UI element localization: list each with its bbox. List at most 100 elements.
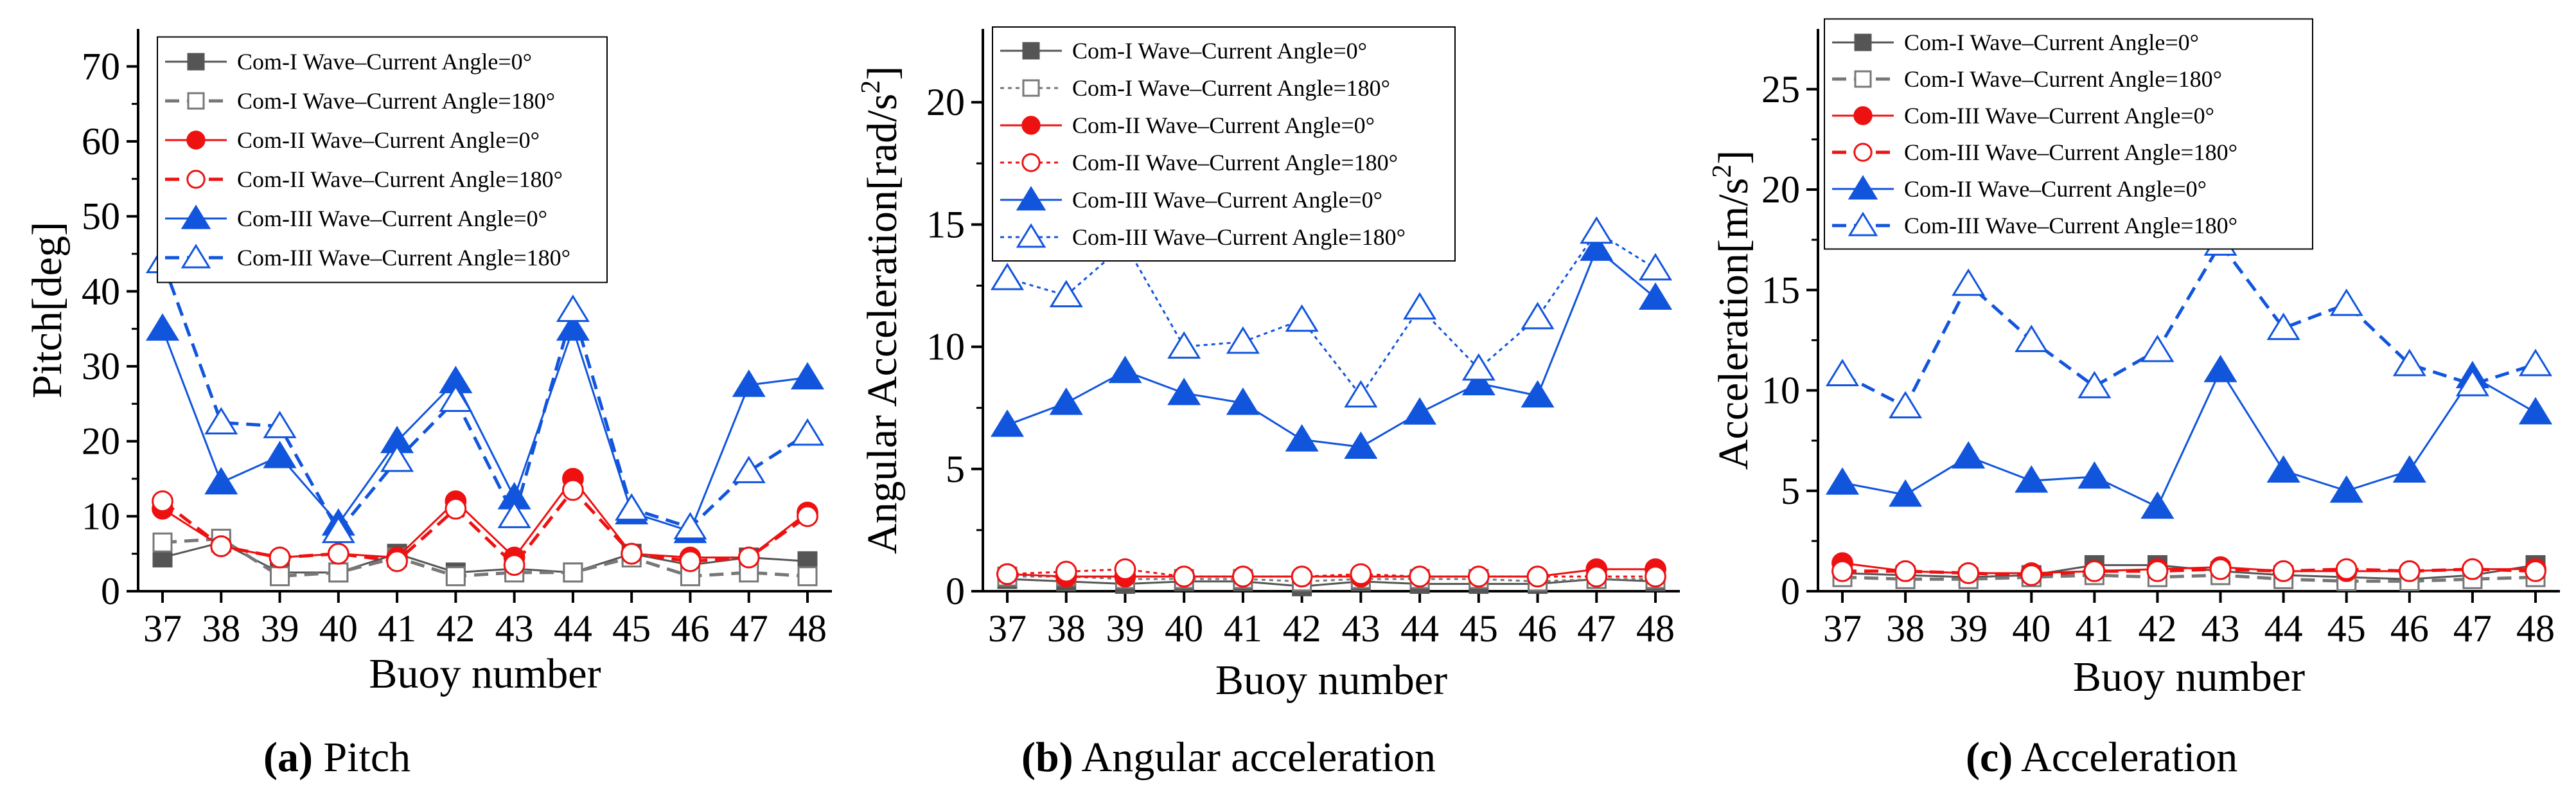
caption-text: Pitch — [313, 734, 410, 781]
data-point — [263, 411, 297, 438]
data-point — [1344, 431, 1378, 459]
y-tick-label: 10 — [82, 495, 120, 537]
x-tick-label: 37 — [143, 607, 182, 650]
data-point — [503, 554, 525, 576]
y-axis-label: Pitch[deg] — [24, 222, 71, 398]
data-point — [732, 370, 766, 397]
series-line — [1007, 247, 1656, 449]
series-line — [1842, 562, 2536, 575]
caption-text: Acceleration — [2013, 734, 2237, 781]
data-point — [621, 542, 643, 565]
y-axis-label-main: Acceleration[m/s — [1710, 178, 1757, 470]
chart-angular-acceleration: 0 5 10 15 20 37 38 39 40 41 42 43 44 45 46 47 48 Buoy num… — [856, 26, 1680, 781]
data-point — [2518, 397, 2553, 425]
x-tick-label: 39 — [1106, 607, 1144, 650]
data-point — [2083, 560, 2106, 582]
legend-box — [992, 26, 1456, 262]
x-tick-label: 38 — [202, 607, 240, 650]
data-point — [1226, 387, 1260, 415]
data-point — [1526, 566, 1549, 588]
x-tick-label: 47 — [2453, 607, 2492, 650]
x-tick-label: 40 — [319, 607, 358, 650]
data-point — [2462, 558, 2483, 580]
legend-label: Com-II Wave–Current Angle=180° — [237, 166, 563, 192]
series-line — [162, 477, 808, 559]
data-point — [2078, 461, 2112, 489]
chart-pitch: 0 10 20 30 40 50 60 70 37 38 39 40 41 42 43 44 45 46 47 48 B… — [24, 29, 832, 781]
data-point — [737, 546, 760, 569]
data-point — [1889, 479, 1923, 507]
y-axis-label: Angular Acceleration[rad/s2] — [856, 66, 906, 555]
data-point — [445, 566, 466, 587]
legend-marker — [187, 53, 205, 71]
x-tick-label: 42 — [2138, 607, 2176, 650]
data-point — [562, 479, 584, 501]
x-tick-label: 39 — [261, 607, 299, 650]
series-line — [161, 260, 809, 535]
x-tick-label: 43 — [2201, 607, 2240, 650]
y-tick-label: 50 — [82, 195, 120, 238]
data-point — [1638, 253, 1673, 281]
legend-marker — [186, 170, 206, 189]
panel-caption: (b) Angular acceleration — [1021, 734, 1436, 781]
data-point — [1825, 467, 1860, 495]
data-point — [321, 515, 355, 544]
data-point — [990, 262, 1025, 290]
x-tick-label: 41 — [378, 607, 416, 650]
data-point — [1403, 397, 1437, 425]
data-point — [732, 456, 766, 483]
legend-marker — [1021, 116, 1041, 135]
legend-label: Com-III Wave–Current Angle=180° — [1904, 213, 2237, 238]
legend-label: Com-III Wave–Current Angle=0° — [1904, 103, 2214, 129]
data-point — [439, 384, 473, 412]
data-point — [445, 497, 467, 520]
data-point — [386, 550, 408, 573]
data-point — [380, 444, 414, 472]
data-point — [2146, 560, 2169, 582]
data-point — [797, 566, 818, 587]
data-point — [152, 532, 173, 553]
data-point — [152, 490, 173, 512]
data-point — [1114, 558, 1136, 580]
data-point — [1952, 441, 1986, 469]
x-tick-label: 48 — [1636, 607, 1675, 650]
data-point — [1467, 566, 1490, 588]
data-point — [990, 409, 1025, 437]
data-point — [327, 542, 349, 565]
data-point — [2329, 288, 2363, 316]
data-point — [1521, 301, 1555, 330]
data-point — [1825, 359, 1860, 386]
y-tick-label: 20 — [1761, 168, 1800, 211]
data-point — [2015, 465, 2049, 493]
data-point — [1580, 216, 1614, 244]
legend-label: Com-III Wave–Current Angle=180° — [1904, 139, 2237, 165]
series-line — [1841, 240, 2536, 409]
data-point — [2392, 455, 2426, 483]
data-point — [2203, 355, 2237, 382]
legend-marker — [181, 204, 211, 229]
data-point — [615, 493, 649, 521]
x-tick-label: 42 — [1283, 607, 1321, 650]
data-point — [1108, 355, 1142, 384]
legend-marker — [1854, 33, 1872, 51]
data-point — [269, 546, 291, 569]
data-point — [563, 562, 583, 583]
y-tick-label: 20 — [926, 81, 965, 123]
legend-marker — [1016, 223, 1046, 248]
data-point — [2140, 491, 2175, 519]
legend-label: Com-II Wave–Current Angle=0° — [1904, 176, 2207, 202]
data-point — [1167, 331, 1201, 359]
data-point — [2329, 475, 2363, 503]
data-point — [2392, 348, 2426, 377]
data-point — [1344, 380, 1378, 408]
y-tick-label: 5 — [1781, 470, 1800, 512]
data-point — [1285, 424, 1319, 452]
data-point — [679, 550, 701, 573]
x-tick-label: 44 — [554, 607, 592, 650]
y-axis-label-main: Angular Acceleration[rad/s — [859, 94, 906, 555]
x-tick-label: 46 — [671, 607, 709, 650]
legend-label: Com-I Wave–Current Angle=180° — [1904, 66, 2222, 92]
caption-letter: (c) — [1966, 734, 2013, 781]
data-point — [328, 562, 349, 583]
